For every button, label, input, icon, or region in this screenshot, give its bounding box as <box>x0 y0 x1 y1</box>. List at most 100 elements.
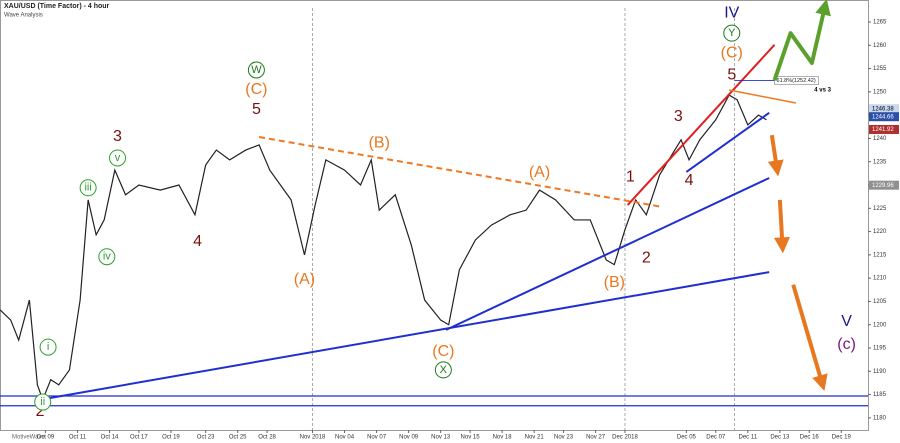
wave-circle <box>39 338 57 356</box>
wave-label: iv <box>103 251 111 263</box>
y-tick-label: 1255 <box>873 66 887 72</box>
trend-line <box>445 177 770 331</box>
wave-label: (c) <box>837 336 856 353</box>
wave-label: 2 <box>642 249 651 266</box>
price-tag-label: 1244.66 <box>872 114 894 120</box>
y-tick-label: 1200 <box>873 322 887 328</box>
y-tick-label: 1225 <box>873 206 887 212</box>
x-tick-label: Nov 2018 <box>300 435 326 441</box>
y-tick-label: 1235 <box>873 159 887 165</box>
wave-label: X <box>440 364 448 376</box>
x-tick-label: Oct 25 <box>229 435 247 441</box>
y-tick-label: 1195 <box>873 346 887 352</box>
y-tick-label: 1240 <box>873 136 887 142</box>
x-tick-label: Nov 13 <box>431 435 451 441</box>
y-tick-label: 1220 <box>873 229 887 235</box>
price-line <box>0 94 767 402</box>
y-tick-label: 1215 <box>873 252 887 258</box>
wave-label: 4 <box>193 233 202 250</box>
trend-line <box>685 111 770 173</box>
x-tick-label: Oct 23 <box>197 435 215 441</box>
x-tick-label: Nov 09 <box>399 435 419 441</box>
x-tick-label: Dec 19 <box>832 435 852 441</box>
wave-label: 5 <box>252 101 261 118</box>
wave-circle <box>98 248 116 266</box>
wave-label: Y <box>728 27 736 39</box>
wave-circle <box>723 24 741 42</box>
wave-label: (A) <box>294 271 315 288</box>
y-tick-label: 1250 <box>873 89 887 95</box>
forecast-arrow <box>774 199 790 254</box>
wave-circle <box>109 149 127 167</box>
chart-title: XAU/USD (Time Factor) - 4 hour <box>4 3 110 10</box>
wave-label: (B) <box>604 274 625 291</box>
y-tick-label: 1265 <box>873 20 887 26</box>
wave-label: (C) <box>432 343 454 360</box>
wave-label: (C) <box>721 44 743 61</box>
watermark: MotiveWave <box>12 435 45 441</box>
price-tag <box>869 180 899 190</box>
fib-box <box>774 76 819 85</box>
x-tick-label: Oct 11 <box>69 435 87 441</box>
wave-label: ii <box>40 396 45 408</box>
wave-label: IV <box>724 4 739 21</box>
x-tick-label: Nov 18 <box>493 435 513 441</box>
price-tag-label: 1246.38 <box>872 106 894 112</box>
trend-line <box>626 44 776 206</box>
x-tick-label: Oct 19 <box>162 435 180 441</box>
x-tick-label: Dec 16 <box>800 435 820 441</box>
wave-label: iii <box>84 182 91 194</box>
wave-label: i <box>47 341 49 353</box>
x-tick-label: Oct 28 <box>258 435 276 441</box>
wave-circle <box>247 61 265 79</box>
y-tick-label: 1205 <box>873 299 887 305</box>
price-tag <box>869 112 899 122</box>
trend-line <box>258 136 663 208</box>
wave-label: 3 <box>113 128 122 145</box>
forecast-arrow <box>791 284 828 391</box>
x-tick-label: Nov 23 <box>554 435 574 441</box>
plot-frame <box>0 0 869 431</box>
trend-line <box>728 89 797 104</box>
y-tick-label: 1190 <box>873 369 887 375</box>
wave-label: (A) <box>529 164 550 181</box>
x-tick-label: Oct 17 <box>130 435 148 441</box>
forecast-arrow <box>767 134 784 177</box>
fib-label: 61.8%(1252.42) <box>777 78 816 84</box>
y-tick-label: 1185 <box>873 392 887 398</box>
x-tick-label: Nov 21 <box>525 435 545 441</box>
price-tag-label: 1229.96 <box>872 183 894 189</box>
y-tick-label: 1180 <box>873 415 887 421</box>
wave-label: 5 <box>727 66 736 83</box>
y-tick-label: 1260 <box>873 43 887 49</box>
x-tick-label: Dec 2018 <box>612 435 638 441</box>
wave-label: 3 <box>674 108 683 125</box>
wave-label: v <box>115 152 121 164</box>
x-tick-label: Nov 27 <box>586 435 606 441</box>
price-tag <box>869 104 899 114</box>
x-tick-label: Dec 11 <box>739 435 758 441</box>
subtitle: Wave Analysis <box>4 13 43 19</box>
wave-circle <box>79 179 97 197</box>
x-tick-label: Nov 15 <box>461 435 481 441</box>
wave-label: 1 <box>626 168 635 185</box>
wave-label: (B) <box>369 134 390 151</box>
x-tick-label: Dec 07 <box>706 435 726 441</box>
x-tick-label: Dec 13 <box>770 435 790 441</box>
wave-label: 4 <box>685 172 694 189</box>
wave-label: 2 <box>36 403 45 420</box>
x-tick-label: Nov 04 <box>335 435 355 441</box>
x-tick-label: Oct 09 <box>37 435 55 441</box>
x-tick-label: Nov 07 <box>367 435 387 441</box>
wave-label: (C) <box>245 81 267 98</box>
wave-label: V <box>841 313 852 330</box>
x-tick-label: Oct 14 <box>101 435 119 441</box>
wave-label: W <box>251 64 262 76</box>
price-tag <box>869 124 899 134</box>
trend-line <box>39 271 770 401</box>
forecast-arrow <box>772 0 831 81</box>
y-tick-label: 1210 <box>873 276 887 282</box>
price-tag-label: 1241.92 <box>872 127 894 133</box>
